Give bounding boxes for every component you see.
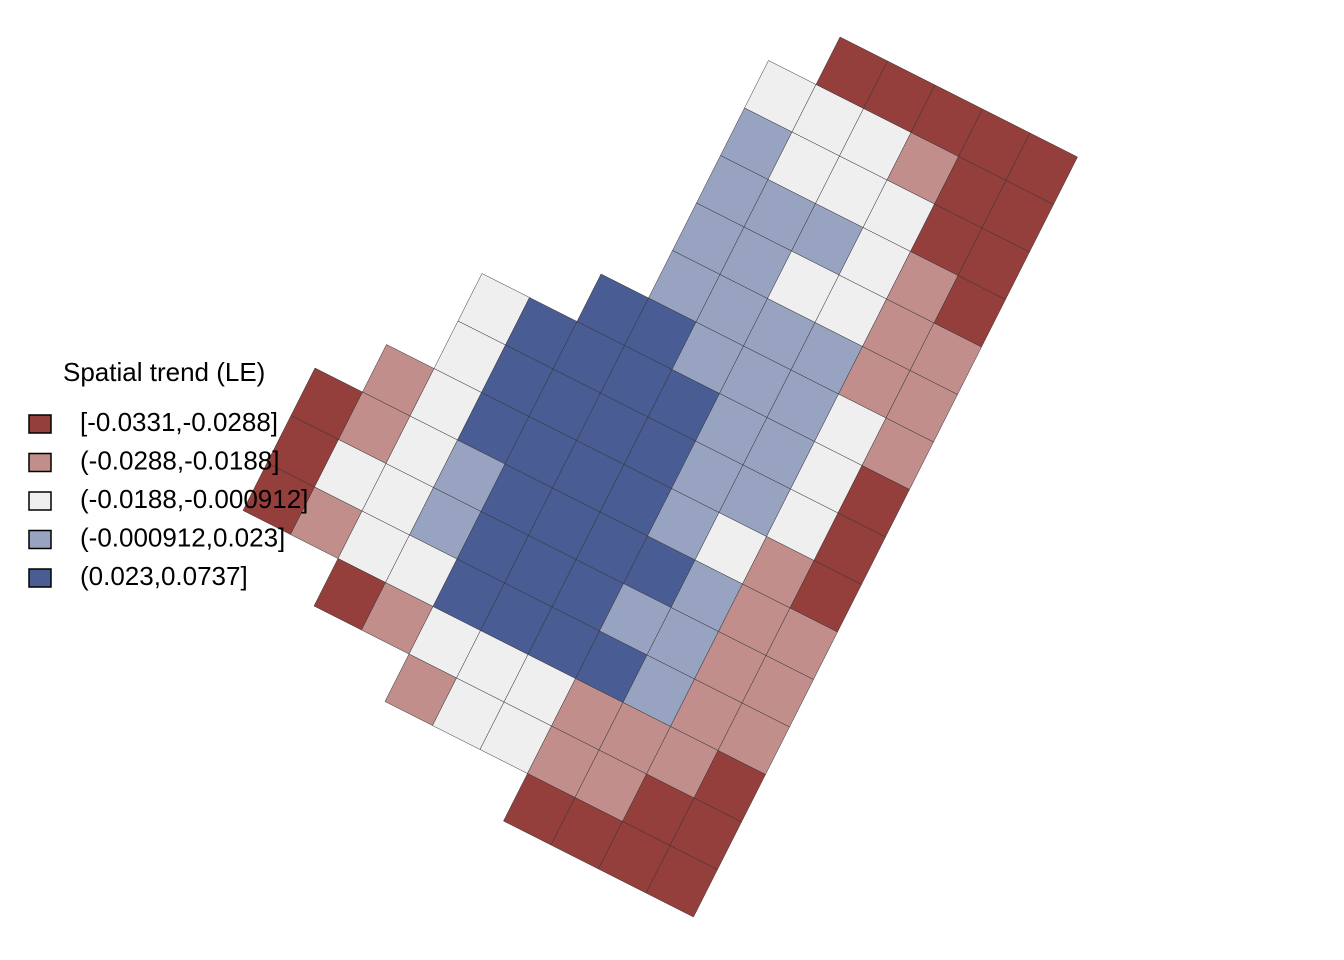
cell <box>645 845 718 918</box>
legend-swatch <box>28 414 52 434</box>
grid <box>242 36 1078 918</box>
legend-label: [-0.0331,-0.0288] <box>80 407 278 437</box>
legend-title: Spatial trend (LE) <box>63 357 265 387</box>
legend-label: (-0.000912,0.023] <box>80 522 285 552</box>
legend-swatch <box>28 491 52 511</box>
legend: Spatial trend (LE) [-0.0331,-0.0288] (-0.… <box>28 357 308 591</box>
legend-swatch <box>28 529 52 550</box>
legend-label: (-0.0188,-0.000912] <box>80 484 308 514</box>
legend-swatch <box>28 568 52 588</box>
legend-swatch <box>28 452 52 473</box>
legend-label: (0.023,0.0737] <box>80 561 248 591</box>
legend-label: (-0.0288,-0.0188] <box>80 445 279 475</box>
